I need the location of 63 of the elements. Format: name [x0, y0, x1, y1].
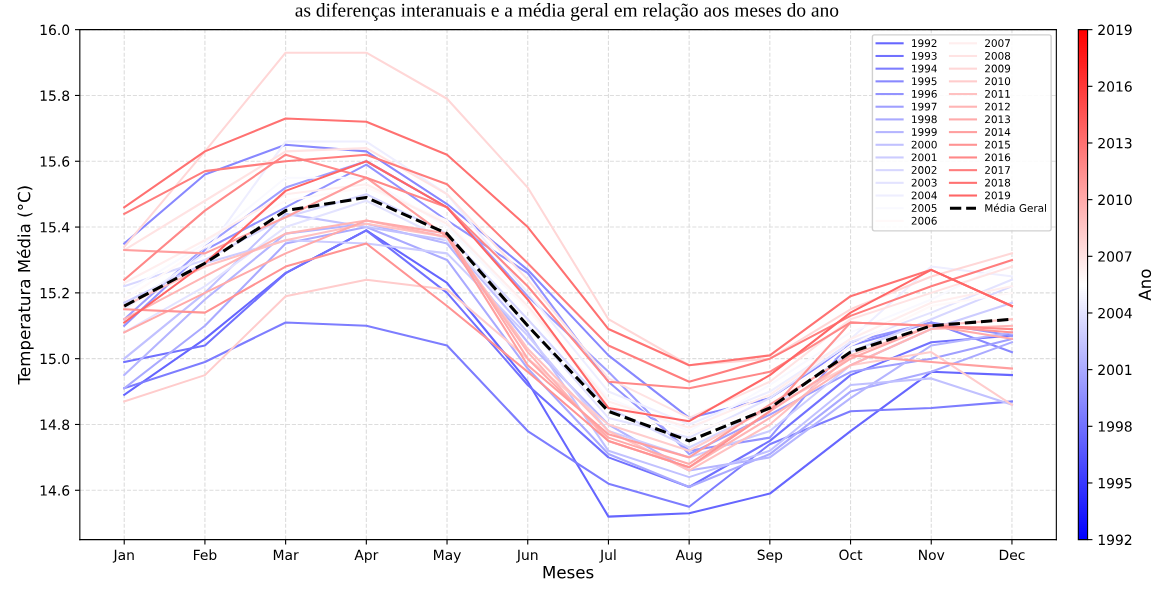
- legend-label: 2014: [985, 128, 1011, 136]
- x-tick-label: Aug: [675, 549, 702, 563]
- color-bar-label: 2013: [1098, 137, 1132, 149]
- y-tick-label: 14.8: [40, 419, 70, 430]
- chart-title: as diferenças interanuais e a média geral em relação aos meses do ano: [295, 2, 839, 21]
- y-tick-label: 15.8: [40, 90, 70, 101]
- x-tick-label: Oct: [839, 549, 863, 561]
- y-tick-label: 15.6: [40, 156, 70, 167]
- legend-label: Média Geral: [985, 203, 1046, 212]
- y-tick-label: 16.0: [40, 24, 70, 36]
- legend-label: 2007: [985, 39, 1010, 48]
- y-tick-label: 15.0: [40, 353, 70, 365]
- legend-label: 2019: [985, 191, 1011, 200]
- y-tick-label: 14.6: [40, 485, 70, 496]
- color-bar-title: Ano: [1138, 269, 1152, 301]
- legend-label: 1993: [912, 51, 937, 60]
- legend-label: 2006: [911, 216, 937, 225]
- x-axis-title: Meses: [543, 566, 594, 579]
- legend-label: 2015: [985, 140, 1010, 149]
- legend-label: 1999: [912, 128, 937, 136]
- x-tick-label: Dec: [999, 549, 1025, 561]
- color-bar-label: 2016: [1098, 81, 1132, 92]
- color-bar-label: 1995: [1098, 477, 1132, 489]
- legend-label: 1995: [912, 77, 937, 86]
- color-bar-label: 2010: [1098, 194, 1132, 206]
- color-bar-label: 2001: [1098, 364, 1132, 376]
- x-tick-label: Jun: [516, 549, 538, 563]
- legend-label: 1994: [912, 64, 937, 73]
- x-tick-label: Sep: [757, 549, 783, 563]
- color-bar-label: 2004: [1098, 307, 1132, 319]
- y-axis-title: Temperatura Média (°C): [16, 186, 34, 385]
- color-bar-label: 1992: [1098, 534, 1132, 546]
- legend-label: 1992: [912, 39, 937, 48]
- legend-label: 1997: [912, 102, 937, 111]
- legend-label: 2002: [911, 166, 937, 174]
- legend-label: 2005: [911, 204, 937, 212]
- legend-label: 2009: [985, 64, 1011, 73]
- x-tick-label: Apr: [354, 549, 379, 563]
- legend-label: 2016: [985, 153, 1011, 162]
- y-tick-label: 15.2: [40, 287, 69, 299]
- legend-label: 2003: [911, 178, 937, 187]
- x-tick-label: Feb: [193, 549, 217, 561]
- x-tick-label: May: [434, 549, 461, 563]
- x-tick-label: Mar: [273, 549, 299, 561]
- legend-label: 2013: [985, 115, 1010, 124]
- color-bar-label: 2007: [1098, 251, 1132, 262]
- legend-label: 2017: [985, 166, 1010, 174]
- x-tick-label: Jan: [112, 549, 134, 563]
- legend-label: 2001: [911, 153, 937, 162]
- legend-label: 2000: [911, 140, 937, 149]
- legend-label: 1998: [912, 115, 937, 124]
- x-tick-label: Jul: [599, 549, 616, 563]
- color-bar-label: 1998: [1098, 421, 1132, 432]
- y-tick-label: 15.4: [40, 222, 70, 233]
- legend-label: 2011: [985, 89, 1010, 98]
- legend-label: 1996: [912, 89, 937, 98]
- legend-label: 2012: [985, 102, 1010, 111]
- legend-label: 2008: [985, 51, 1011, 60]
- legend-label: 2018: [985, 178, 1011, 187]
- color-bar-label: 2019: [1098, 24, 1132, 36]
- legend-label: 2010: [985, 77, 1011, 86]
- legend-label: 2004: [911, 191, 937, 200]
- x-tick-label: Nov: [919, 549, 945, 561]
